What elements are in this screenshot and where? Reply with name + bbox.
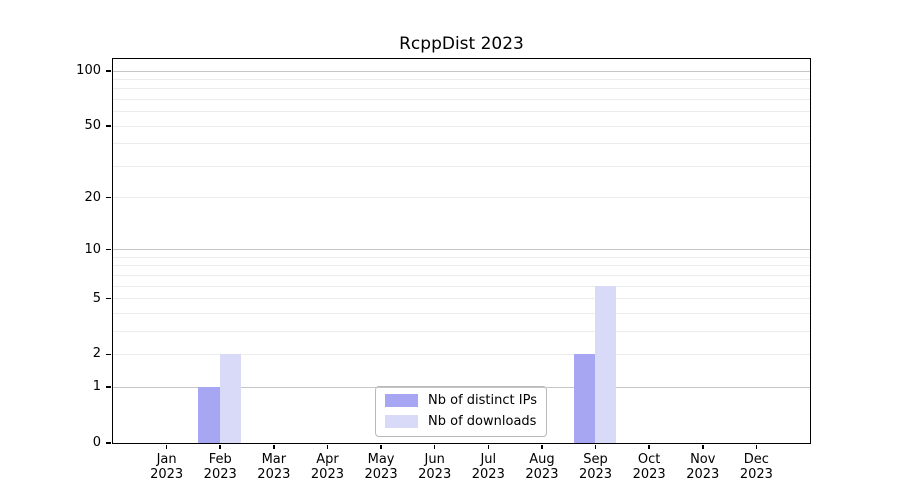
x-tick-label-month: Dec	[743, 451, 769, 467]
bar-downloads	[595, 285, 617, 443]
y-tick-label: 100	[76, 63, 101, 78]
x-tick-label-year: 2023	[150, 466, 184, 482]
x-tick-label-year: 2023	[364, 466, 398, 482]
gridline-minor	[112, 125, 810, 127]
y-tick-mark	[105, 70, 111, 72]
x-tick-label-year: 2023	[686, 466, 720, 482]
x-tick-label-month: Jun	[424, 451, 445, 467]
y-tick-label: 50	[84, 118, 101, 134]
x-tick-mark	[433, 444, 436, 449]
gridline-minor	[112, 78, 810, 80]
y-tick-mark	[105, 442, 111, 444]
bar-downloads	[219, 353, 242, 443]
gridline-minor	[112, 285, 810, 287]
x-tick-label: Mar 2023	[239, 452, 309, 482]
legend-swatch-downloads	[385, 414, 419, 428]
x-tick-mark	[326, 444, 329, 449]
legend-label-downloads: Nb of downloads	[428, 413, 537, 429]
x-tick-label-year: 2023	[578, 466, 613, 482]
x-tick-label-month: Jan	[156, 451, 177, 467]
x-tick-mark	[487, 444, 490, 449]
y-tick-mark	[105, 196, 111, 199]
x-tick-mark	[648, 444, 650, 449]
x-tick-mark	[541, 444, 543, 449]
legend-item-downloads: Nb of downloads	[385, 413, 537, 430]
x-tick-label-month: Apr	[316, 451, 339, 467]
x-tick-label-year: 2023	[418, 466, 452, 482]
gridline-minor	[112, 256, 810, 258]
x-tick-label-year: 2023	[525, 466, 559, 482]
gridline-major	[112, 386, 810, 388]
legend-label-distinct-ips: Nb of distinct IPs	[428, 392, 537, 408]
gridline-minor	[112, 88, 810, 90]
y-axis: 0 1 2 5 10 20 50 100	[0, 59, 111, 450]
y-tick-label: 5	[92, 290, 101, 306]
x-tick-label-year: 2023	[632, 466, 666, 482]
x-tick-label: Jul 2023	[453, 452, 523, 482]
x-tick-label-year: 2023	[310, 466, 344, 482]
y-tick-mark	[105, 248, 111, 251]
bar-distinct-ips	[198, 386, 220, 443]
x-tick-label-year: 2023	[471, 466, 505, 482]
gridline-minor	[112, 98, 810, 100]
gridline-minor	[112, 265, 810, 267]
gridline-minor	[112, 197, 810, 199]
y-tick-label: 10	[84, 241, 101, 257]
x-tick-label: Jun 2023	[400, 452, 470, 482]
legend-swatch-distinct-ips	[385, 393, 419, 407]
x-tick-label: Apr 2023	[292, 452, 362, 482]
x-tick-label-month: Nov	[690, 451, 716, 467]
x-tick-label: Aug 2023	[507, 452, 577, 482]
x-tick-label: Feb 2023	[185, 452, 255, 482]
bar-distinct-ips	[573, 353, 596, 443]
legend: Nb of distinct IPs Nb of downloads	[375, 385, 547, 437]
gridline-minor	[112, 143, 810, 145]
x-tick-mark	[219, 444, 221, 449]
plot-area: Nb of distinct IPs Nb of downloads	[111, 57, 811, 444]
y-tick-label: 0	[92, 435, 101, 450]
y-tick-label: 2	[92, 346, 101, 362]
y-tick-mark	[105, 386, 111, 388]
x-tick-label-year: 2023	[257, 466, 291, 482]
gridline-minor	[112, 165, 810, 167]
x-axis: Jan 2023 Feb 2023 Mar 2023 Apr 2023 May 2023 Jun 20…	[113, 444, 810, 495]
x-tick-label: May 2023	[346, 452, 416, 482]
x-tick-mark	[594, 444, 597, 449]
gridline-minor	[112, 312, 810, 314]
x-tick-mark	[755, 444, 758, 449]
x-tick-label-month: Aug	[529, 451, 555, 467]
x-tick-mark	[273, 444, 275, 449]
x-tick-mark	[165, 444, 168, 449]
gridline-minor	[112, 274, 810, 276]
y-tick-mark	[105, 353, 111, 356]
x-tick-label-year: 2023	[203, 466, 237, 482]
legend-item-distinct-ips: Nb of distinct IPs	[385, 392, 537, 409]
y-tick-mark	[105, 125, 111, 127]
x-tick-label: Jan 2023	[132, 452, 202, 482]
gridline-major	[112, 249, 810, 251]
gridline-minor	[112, 330, 810, 332]
x-tick-label-month: Mar	[261, 451, 287, 467]
gridline-minor	[112, 111, 810, 113]
x-tick-mark	[702, 444, 704, 449]
y-tick-label: 1	[92, 379, 101, 395]
x-tick-label: Dec 2023	[721, 452, 791, 482]
x-tick-label: Sep 2023	[561, 452, 631, 482]
x-tick-label-month: Jul	[480, 451, 497, 467]
x-tick-label-month: Feb	[208, 451, 232, 467]
chart-title: RcppDist 2023	[399, 34, 524, 54]
gridline-minor	[112, 298, 810, 300]
x-tick-label-month: Sep	[583, 451, 608, 467]
x-tick-label-month: Oct	[637, 451, 661, 467]
x-tick-label-year: 2023	[739, 466, 773, 482]
gridline-major	[112, 70, 810, 72]
x-tick-label-month: May	[367, 451, 395, 467]
x-tick-mark	[380, 444, 382, 449]
y-tick-label: 20	[84, 189, 101, 205]
x-tick-label: Nov 2023	[668, 452, 738, 482]
x-tick-label: Oct 2023	[614, 452, 684, 482]
y-tick-mark	[105, 297, 111, 300]
gridline-minor	[112, 353, 810, 355]
